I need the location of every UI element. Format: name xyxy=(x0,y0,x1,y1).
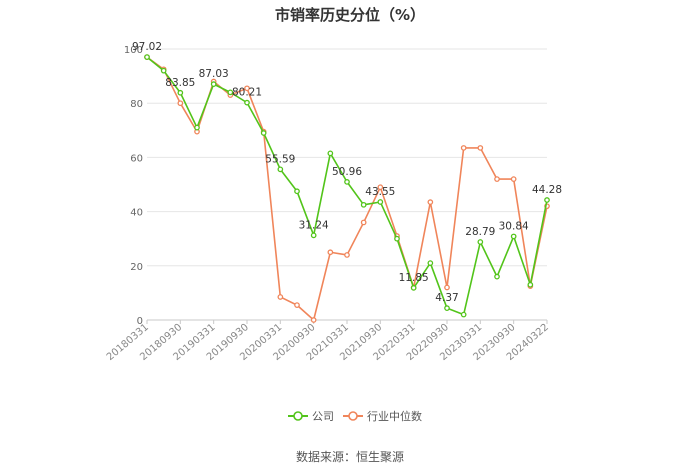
data-point xyxy=(310,317,317,323)
data-point xyxy=(160,67,167,74)
y-tick-label: 100 xyxy=(124,45,143,56)
data-label: 55.59 xyxy=(265,153,295,165)
data-label: 4.37 xyxy=(435,292,458,304)
data-point xyxy=(310,232,317,239)
data-point xyxy=(377,184,384,191)
data-point xyxy=(460,311,467,318)
series-line-company xyxy=(146,56,548,316)
data-point xyxy=(327,249,334,256)
data-point xyxy=(227,89,234,96)
legend-swatch-marker xyxy=(348,411,358,421)
data-label: 87.03 xyxy=(199,68,229,80)
data-point xyxy=(427,260,434,266)
data-point xyxy=(210,81,217,87)
data-point xyxy=(477,145,484,151)
data-point xyxy=(494,273,500,280)
data-point xyxy=(444,284,450,291)
data-point xyxy=(527,281,534,288)
data-point xyxy=(377,199,384,205)
data-point xyxy=(277,166,284,173)
data-point xyxy=(294,302,300,308)
data-label: 28.79 xyxy=(465,226,495,238)
data-point xyxy=(260,130,267,136)
data-label: 44.28 xyxy=(532,184,562,196)
legend-swatch-marker xyxy=(293,411,303,421)
data-point xyxy=(394,235,400,242)
data-label: 50.96 xyxy=(332,166,362,178)
data-point xyxy=(244,85,250,92)
y-tick-label: 40 xyxy=(130,208,143,219)
data-point xyxy=(510,176,517,182)
data-label: 11.85 xyxy=(399,272,429,284)
y-tick-label: 80 xyxy=(130,99,143,110)
series-layer xyxy=(144,54,550,323)
legend-item-industry-median[interactable]: 行业中位数 xyxy=(343,409,422,423)
data-point xyxy=(244,99,250,106)
data-point xyxy=(410,285,417,291)
data-point xyxy=(144,54,150,60)
chart-title: 市销率历史分位（%） xyxy=(274,6,426,24)
data-point xyxy=(194,124,200,131)
data-label: 83.85 xyxy=(165,77,195,89)
data-point xyxy=(360,219,367,226)
data-label: 80.21 xyxy=(232,87,262,99)
y-tick-label: 0 xyxy=(137,316,143,327)
series-line-industry-median xyxy=(146,56,548,321)
data-point xyxy=(444,305,450,312)
data-point xyxy=(427,199,434,205)
data-label: 30.84 xyxy=(499,220,529,232)
data-label: 31.24 xyxy=(299,219,329,231)
data-point xyxy=(494,176,500,182)
axis-layer: 0204060801002018033120180930201903312019… xyxy=(105,45,551,363)
data-point xyxy=(460,145,467,151)
data-point xyxy=(544,197,550,203)
y-tick-label: 60 xyxy=(130,153,143,164)
data-point xyxy=(344,252,350,258)
data-point xyxy=(344,179,350,185)
legend-item-company[interactable]: 公司 xyxy=(288,410,334,423)
data-point xyxy=(177,100,184,107)
y-tick-label: 20 xyxy=(130,262,143,273)
legend[interactable]: 公司 行业中位数 xyxy=(288,409,422,423)
legend-label: 行业中位数 xyxy=(367,409,422,423)
data-point xyxy=(477,239,484,245)
data-point xyxy=(294,188,300,195)
data-point xyxy=(277,294,284,300)
data-point xyxy=(360,201,367,208)
data-source-note: 数据来源：恒生聚源 xyxy=(295,450,404,464)
data-point xyxy=(177,89,184,96)
data-label: 97.02 xyxy=(132,41,162,53)
data-point xyxy=(327,150,334,157)
data-label: 43.55 xyxy=(365,186,395,198)
legend-label: 公司 xyxy=(312,410,334,423)
data-point xyxy=(510,233,517,240)
